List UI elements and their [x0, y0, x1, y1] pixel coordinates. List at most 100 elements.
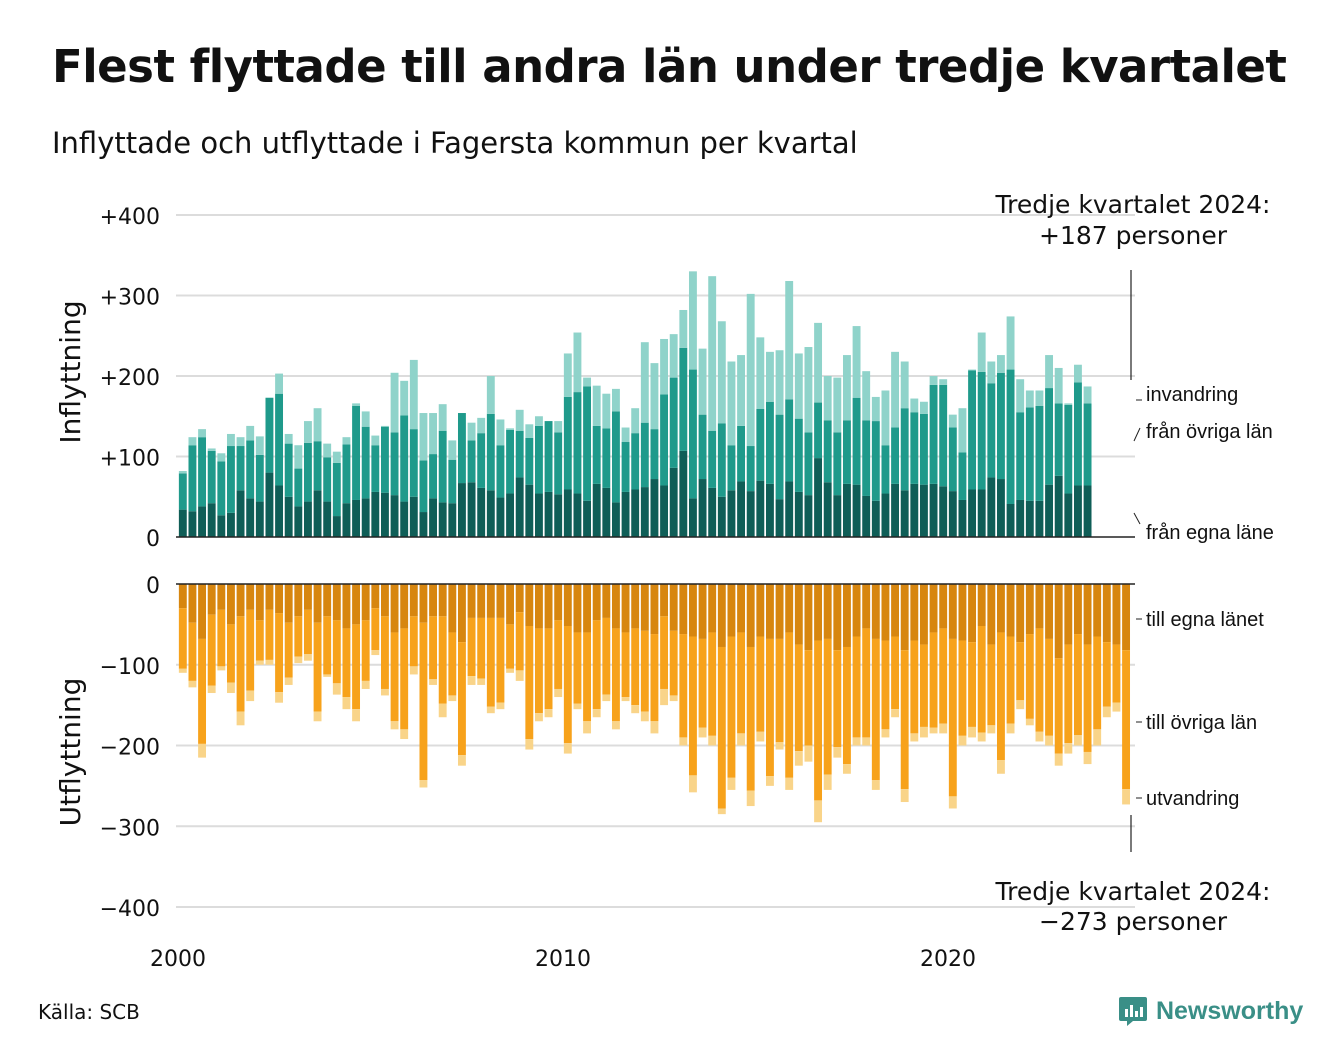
bar-inflow-own	[1083, 485, 1092, 537]
bar-inflow-other	[506, 429, 515, 494]
bar-inflow-own	[554, 494, 563, 537]
bar-outflow-other	[737, 632, 746, 734]
bar-inflow-other	[1064, 404, 1073, 494]
bar-inflow-other	[737, 425, 746, 482]
bar-inflow-other	[246, 440, 255, 499]
bar-inflow-own	[660, 485, 669, 537]
bar-outflow-own	[390, 584, 399, 633]
bar-outflow-emigration	[246, 690, 255, 702]
bar-outflow-emigration	[1112, 702, 1121, 712]
bar-outflow-other	[390, 632, 399, 722]
bar-inflow-immigration	[583, 377, 592, 387]
bar-outflow-emigration	[438, 703, 447, 718]
bar-outflow-own	[698, 584, 707, 639]
bar-inflow-immigration	[486, 376, 495, 414]
bar-inflow-own	[640, 487, 649, 537]
series-label-lower: till egna länet	[1146, 609, 1264, 631]
bar-outflow-emigration	[910, 733, 919, 742]
bar-outflow-emigration	[409, 666, 418, 675]
bar-outflow-own	[332, 584, 341, 621]
bar-outflow-own	[275, 584, 284, 614]
y-tick-label-upper: +100	[100, 447, 160, 472]
y-axis-label-lower: Utflyttning	[54, 678, 87, 827]
bar-inflow-immigration	[525, 424, 534, 438]
bar-outflow-emigration	[1035, 731, 1044, 742]
bar-inflow-other	[419, 460, 428, 513]
bar-inflow-other	[775, 414, 784, 500]
bar-outflow-emigration	[833, 747, 842, 758]
bar-inflow-other	[833, 432, 842, 496]
x-tick-label: 2010	[535, 947, 591, 972]
bar-outflow-emigration	[515, 670, 524, 681]
bar-inflow-other	[371, 445, 380, 492]
bar-outflow-emigration	[814, 800, 823, 823]
bar-outflow-own	[573, 584, 582, 633]
bar-outflow-other	[977, 625, 986, 733]
bar-inflow-own	[621, 491, 630, 537]
bar-inflow-own	[342, 503, 351, 537]
bar-outflow-other	[814, 640, 823, 801]
bar-outflow-emigration	[737, 733, 746, 746]
bar-outflow-own	[939, 584, 948, 629]
bar-inflow-immigration	[496, 419, 505, 446]
bar-inflow-other	[188, 445, 197, 512]
bar-outflow-other	[544, 628, 553, 710]
bar-inflow-immigration	[534, 416, 543, 426]
bar-outflow-other	[313, 622, 322, 712]
bar-inflow-other	[1083, 403, 1092, 486]
bar-inflow-own	[323, 501, 332, 537]
bar-inflow-own	[669, 467, 678, 537]
bar-outflow-other	[939, 628, 948, 724]
bar-outflow-own	[987, 584, 996, 645]
bar-outflow-own	[746, 584, 755, 647]
bar-outflow-other	[900, 650, 909, 790]
bar-inflow-immigration	[217, 453, 226, 462]
bar-inflow-other	[265, 397, 274, 473]
bar-outflow-own	[833, 584, 842, 651]
y-tick-label-upper: 0	[146, 527, 160, 552]
bar-inflow-immigration	[226, 433, 235, 447]
chart-title: Flest flyttade till andra län under tred…	[52, 40, 1287, 93]
bar-outflow-emigration	[554, 688, 563, 698]
bar-inflow-own	[833, 495, 842, 537]
bar-inflow-other	[698, 414, 707, 480]
bar-outflow-own	[1073, 584, 1082, 635]
bar-outflow-other	[448, 632, 457, 696]
bar-inflow-other	[929, 384, 938, 484]
bar-inflow-own	[265, 472, 274, 537]
newsworthy-logo-icon	[1119, 997, 1147, 1026]
bar-inflow-immigration	[679, 309, 688, 348]
bar-inflow-other	[496, 445, 505, 498]
bar-inflow-other	[178, 473, 187, 510]
bar-inflow-own	[891, 483, 900, 537]
bar-outflow-other	[380, 616, 389, 689]
bar-outflow-own	[371, 584, 380, 609]
bar-inflow-immigration	[342, 437, 351, 445]
bar-inflow-own	[592, 483, 601, 537]
bar-outflow-own	[207, 584, 216, 615]
bar-outflow-own	[804, 584, 813, 651]
bar-outflow-emigration	[775, 742, 784, 750]
bar-inflow-own	[939, 486, 948, 537]
bar-outflow-emigration	[303, 654, 312, 661]
bar-outflow-emigration	[679, 737, 688, 746]
series-label-upper: från övriga län	[1146, 421, 1273, 443]
bar-inflow-immigration	[881, 390, 890, 446]
bar-inflow-immigration	[400, 380, 409, 416]
bar-outflow-other	[881, 640, 890, 730]
bar-inflow-own	[823, 482, 832, 537]
bar-outflow-own	[640, 584, 649, 631]
bar-inflow-own	[1045, 484, 1054, 537]
bar-inflow-own	[226, 512, 235, 537]
bar-inflow-immigration	[207, 448, 216, 451]
bar-inflow-immigration	[313, 408, 322, 442]
bar-outflow-emigration	[1093, 729, 1102, 746]
bar-inflow-own	[178, 509, 187, 537]
bar-inflow-other	[727, 445, 736, 491]
y-axis-label-upper: Inflyttning	[54, 300, 87, 443]
bar-outflow-other	[1083, 644, 1092, 752]
bar-outflow-other	[429, 616, 438, 680]
bar-inflow-own	[409, 496, 418, 537]
bar-inflow-own	[506, 493, 515, 537]
bar-outflow-own	[756, 584, 765, 637]
